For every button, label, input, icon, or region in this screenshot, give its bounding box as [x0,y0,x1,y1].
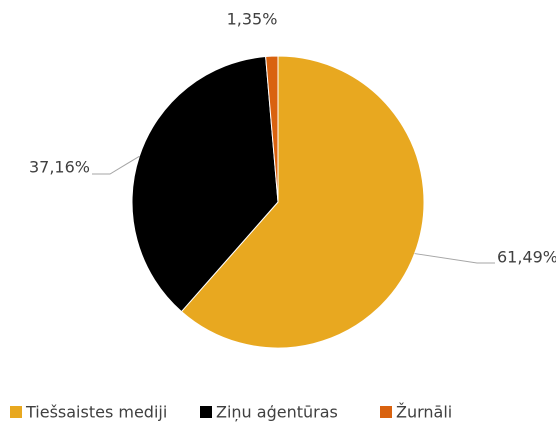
legend-label: Ziņu aģentūras [216,403,338,422]
legend-swatch [10,406,22,418]
pie-slice [180,55,425,349]
leader-line [92,155,140,175]
legend-label: Žurnāli [396,403,452,422]
legend-swatch [380,406,392,418]
data-label: 61,49% [497,248,556,267]
data-label: 37,16% [29,158,90,177]
data-label: 1,35% [227,10,278,29]
leader-line [414,253,495,264]
legend-label: Tiešsaistes mediji [25,403,167,422]
pie-slice [265,55,279,203]
legend-swatch [200,406,212,418]
